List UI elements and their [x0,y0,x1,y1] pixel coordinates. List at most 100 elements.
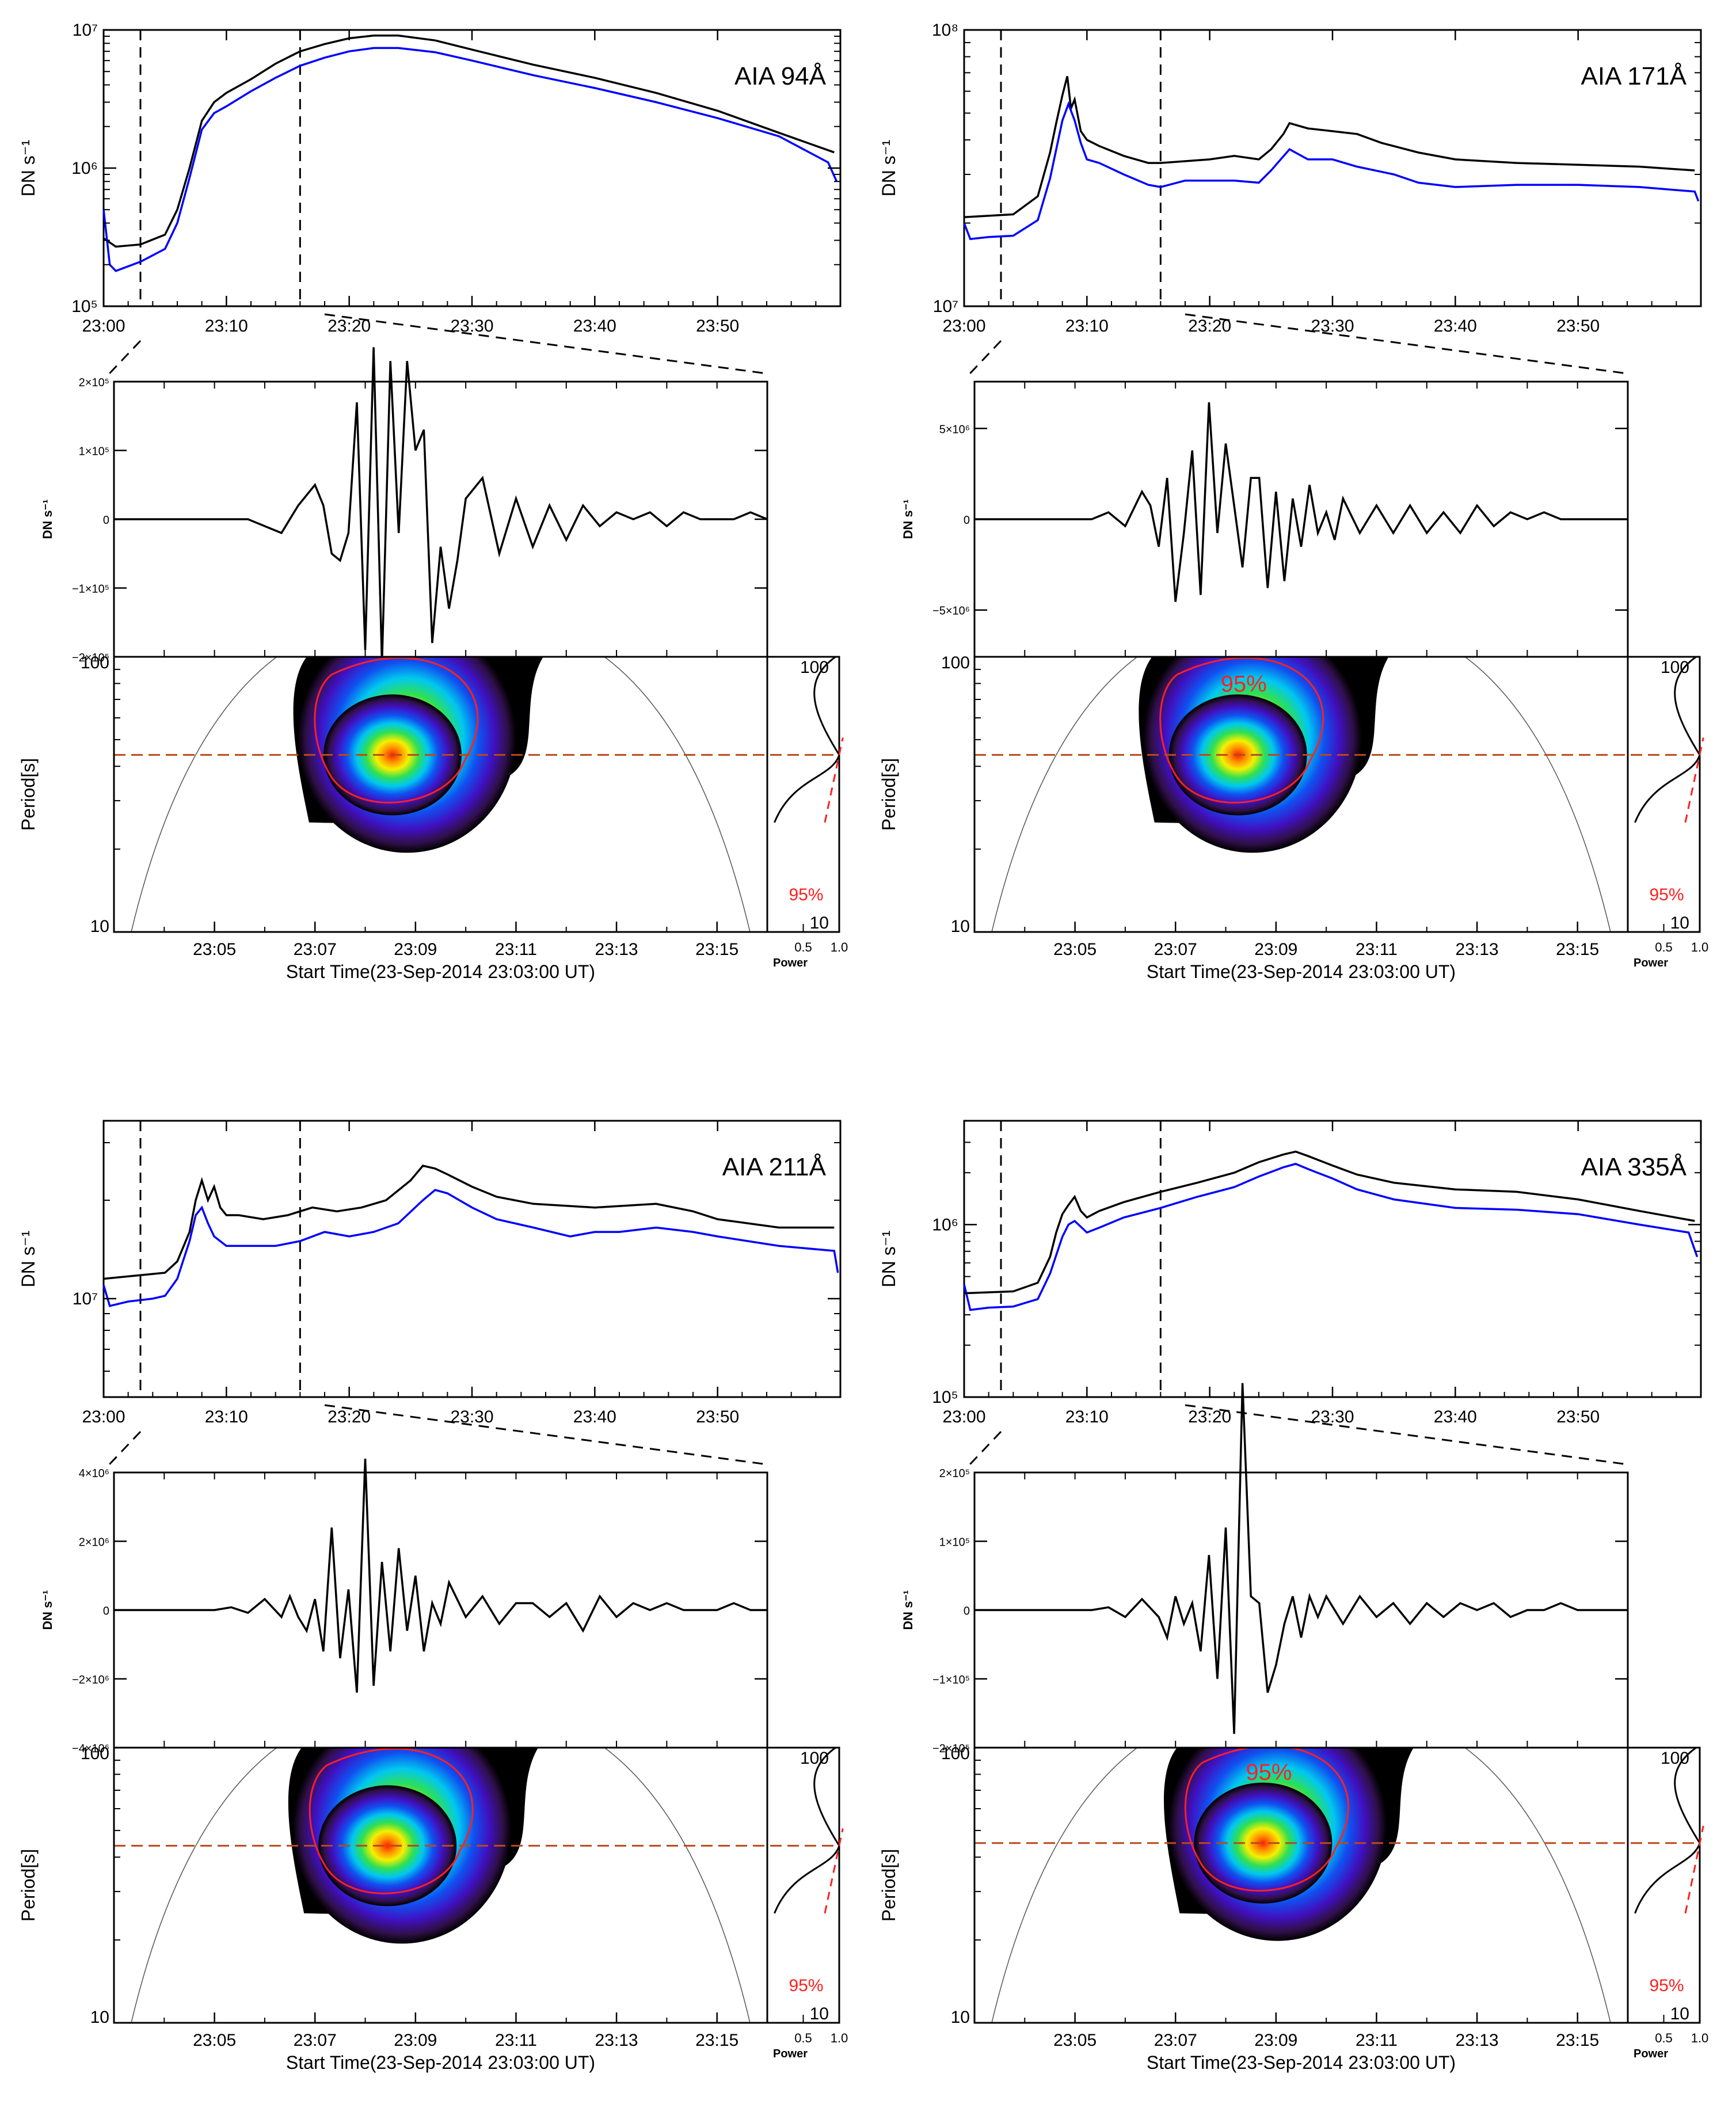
lightcurve-xtick-label: 23:50 [1556,317,1600,336]
wavelet-xtick-label: 23:05 [1053,2031,1097,2050]
global-power-ytick-label: 10 [1670,914,1689,933]
lightcurve-frame [102,29,842,307]
lightcurve-ytick-label: 10⁶ [71,159,98,178]
lightcurve-xtick-label: 23:00 [942,1407,985,1426]
wavelet-xtick-label: 23:05 [193,940,236,959]
global-power-xtick-label: 1.0 [1691,2031,1709,2045]
wavelet-power-peak [318,1785,457,1907]
wavelet-ylabel: Period[s] [18,1849,39,1921]
global-power-ytick-label: 100 [1661,658,1689,677]
detrended-ytick-label: −1×10⁵ [72,583,109,596]
wavelet-ylabel: Period[s] [878,1849,899,1921]
lightcurve-series-total [964,75,1695,219]
zoom-connector-left [108,340,142,375]
lightcurve-series-total [103,35,835,248]
lightcurve-xtick-label: 23:30 [450,317,493,336]
lightcurve-xtick-label: 23:00 [82,1407,125,1426]
global-power-significance [1684,1825,1704,1914]
wavelet-contour-label: 95% [1246,1760,1292,1785]
lightcurve-xtick-label: 23:40 [573,317,616,336]
detrended-ytick-label: 0 [103,514,109,527]
wavelet-significance-contour [1185,1748,1349,1892]
lightcurve-ylabel: DN s⁻¹ [18,1231,39,1288]
lightcurve-xtick-label: 23:30 [1311,1407,1354,1426]
cone-of-influence-right [1464,1748,1611,2023]
global-power-curve [1634,1746,1701,1914]
zoom-connector-right [324,1404,768,1466]
lightcurve-ytick-label: 10⁶ [932,1215,958,1234]
global-power-xtick-label: 1.0 [1691,940,1709,954]
detrended-series [114,347,768,664]
panel-title: AIA 211Å [722,1153,827,1181]
wavelet-xtick-label: 23:07 [1154,2031,1197,2050]
lightcurve-xtick-label: 23:40 [573,1407,616,1426]
global-power-95-label: 95% [1649,885,1684,904]
cone-of-influence-left [991,657,1139,932]
lightcurve-xtick-label: 23:10 [205,1407,248,1426]
global-power-xtick-label: 1.0 [831,2031,848,2045]
detrended-ylabel: DN s⁻¹ [901,499,915,539]
global-power-ytick-label: 10 [1670,2004,1689,2023]
detrended-ytick-label: 0 [964,514,970,527]
detrended-ytick-label: 2×10⁵ [79,376,109,389]
global-power-curve [774,656,840,823]
wavelet-significance-contour [314,657,479,804]
lightcurve-xtick-label: 23:40 [1434,1407,1477,1426]
global-power-95-label: 95% [1649,1976,1684,1995]
detrended-series [974,1383,1628,1734]
global-power-curve [1634,656,1701,823]
global-power-ytick-label: 100 [800,1749,829,1768]
detrended-ylabel: DN s⁻¹ [40,499,55,539]
global-power-xlabel: Power [1634,2048,1668,2060]
detrended-ytick-label: −2×10⁶ [72,1674,109,1687]
wavelet-ytick-label: 10 [951,917,970,936]
panel-title: AIA 335Å [1581,1153,1687,1181]
lightcurve-series-background-subtracted [963,101,1700,241]
detrended-ytick-label: 4×10⁶ [79,1467,109,1480]
lightcurve-ytick-label: 10⁷ [73,21,98,40]
wavelet-ytick-label: 100 [81,653,109,672]
lightcurve-xtick-label: 23:00 [942,317,985,336]
wavelet-xtick-label: 23:09 [1254,2031,1297,2050]
wavelet-ytick-label: 10 [951,2008,970,2027]
detrended-ytick-label: 0 [964,1605,970,1618]
lightcurve-ytick-label: 10⁵ [71,297,98,316]
global-power-significance [1684,737,1704,823]
lightcurve-series-background-subtracted [963,1163,1699,1311]
wavelet-xtick-label: 23:11 [495,940,537,959]
lightcurve-xtick-label: 23:10 [1065,317,1109,336]
wavelet-xtick-label: 23:11 [1356,940,1398,959]
detrended-ytick-label: 1×10⁵ [939,1536,970,1549]
global-power-ytick-label: 100 [1661,1749,1689,1768]
global-power-95-label: 95% [789,885,823,904]
detrended-ylabel: DN s⁻¹ [901,1590,915,1630]
zoom-connector-left [969,340,1002,375]
cone-of-influence-left [131,1748,278,2023]
lightcurve-xtick-label: 23:30 [450,1407,493,1426]
detrended-ytick-label: 2×10⁵ [939,1467,970,1480]
detrended-ytick-label: −2×10⁵ [72,652,109,664]
cone-of-influence-right [1464,657,1611,932]
wavelet-xlabel: Start Time(23-Sep-2014 23:03:00 UT) [1147,2052,1456,2073]
wavelet-plot [131,1748,751,2023]
global-power-ytick-label: 10 [810,914,829,933]
wavelet-xtick-label: 23:11 [1356,2031,1398,2050]
wavelet-significance-contour [309,1748,474,1894]
lightcurve-xtick-label: 23:50 [1556,1407,1600,1426]
detrended-ytick-label: −4×10⁶ [72,1742,109,1755]
wavelet-xtick-label: 23:11 [495,2031,537,2050]
lightcurve-xtick-label: 23:10 [205,317,248,336]
wavelet-xtick-label: 23:07 [1154,940,1197,959]
wavelet-ylabel: Period[s] [878,758,899,831]
wavelet-xtick-label: 23:15 [695,940,738,959]
global-power-xlabel: Power [773,2048,808,2060]
wavelet-xtick-label: 23:07 [294,940,337,959]
lightcurve-ytick-label: 10⁷ [933,297,958,316]
wavelet-power-peak [1194,1782,1333,1904]
wavelet-ytick-label: 10 [90,917,109,936]
global-power-xtick-label: 0.5 [1655,940,1673,954]
detrended-ytick-label: 0 [103,1605,109,1618]
wavelet-xtick-label: 23:13 [1456,940,1499,959]
global-power-ytick-label: 100 [800,658,829,677]
